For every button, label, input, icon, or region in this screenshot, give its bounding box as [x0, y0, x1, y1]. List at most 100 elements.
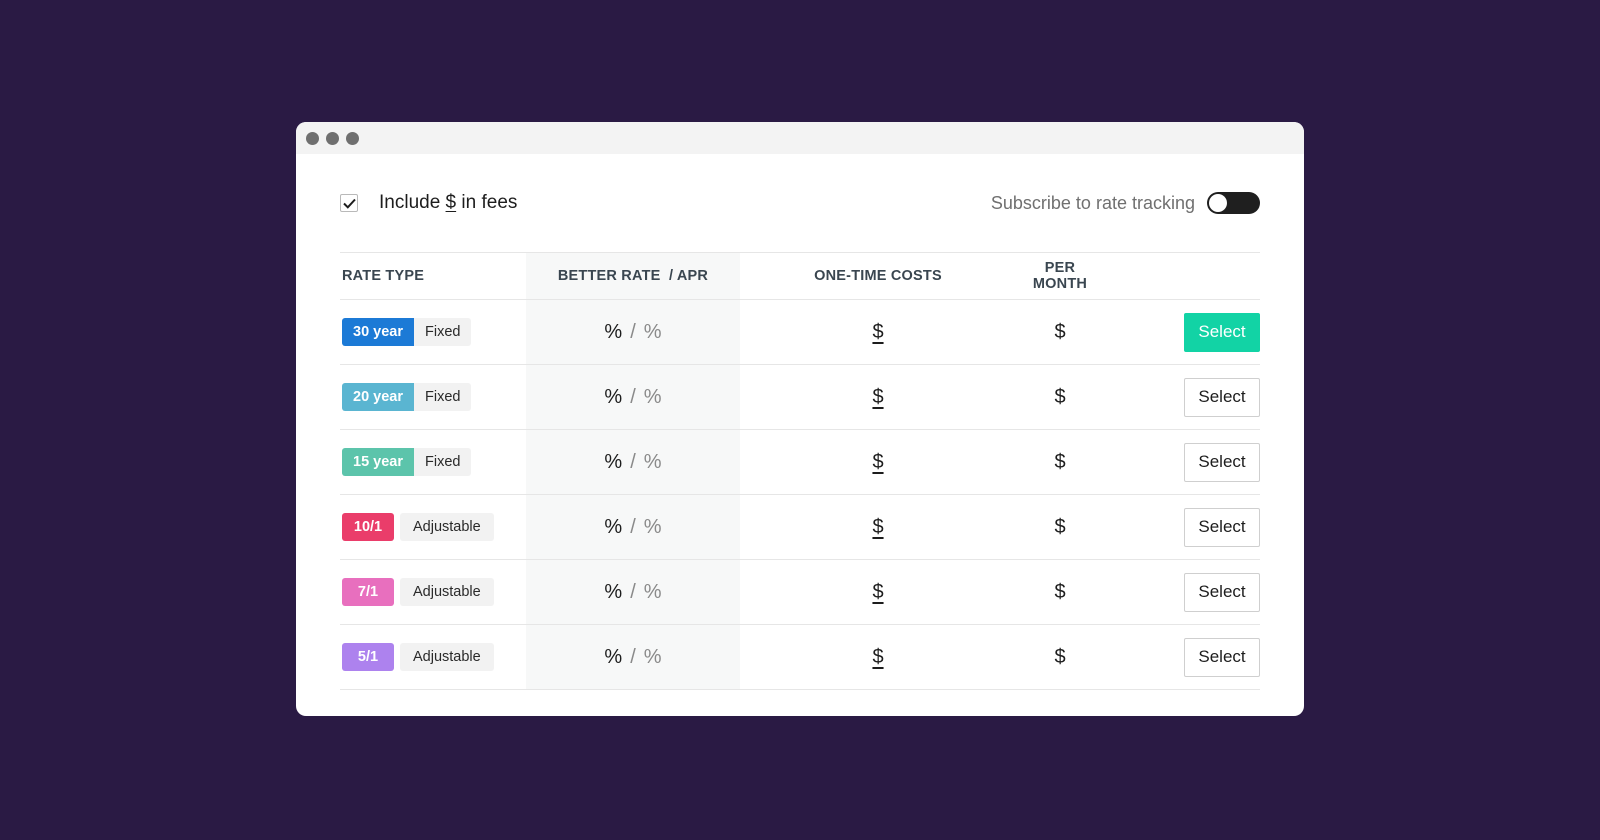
rate-apr-cell: % /% [526, 516, 740, 539]
rate-type-cell: 30 year Fixed [340, 318, 526, 346]
one-time-costs-cell: $ [740, 516, 1016, 539]
rate-kind-label: Fixed [414, 448, 472, 476]
select-button[interactable]: Select [1184, 637, 1260, 677]
rate-separator: / [630, 450, 636, 473]
one-time-costs-cell: $ [740, 321, 1016, 344]
per-month-value: $ [1054, 515, 1066, 538]
better-rate-column-highlight [526, 253, 740, 690]
select-button[interactable]: Select [1184, 377, 1260, 417]
rate-kind-label: Fixed [414, 383, 472, 411]
rate-separator: / [630, 580, 636, 603]
rate-tracking-toggle[interactable] [1207, 192, 1260, 214]
include-fees-option[interactable]: Include $ in fees [340, 192, 517, 214]
per-month-value: $ [1054, 580, 1066, 603]
rate-apr-cell: % /% [526, 451, 740, 474]
select-cell: Select [1104, 312, 1260, 352]
rate-type-cell: 7/1 Adjustable [340, 578, 526, 606]
apr-value: % [643, 385, 662, 408]
apr-value: % [643, 645, 662, 668]
better-rate-value: % [604, 385, 623, 408]
rates-panel: Include $ in fees Subscribe to rate trac… [296, 154, 1304, 690]
rate-kind-label: Adjustable [400, 513, 494, 541]
per-month-value: $ [1054, 385, 1066, 408]
rate-apr-cell: % /% [526, 321, 740, 344]
table-row: 5/1 Adjustable % /% $ $ Select [340, 625, 1260, 690]
better-rate-value: % [604, 450, 623, 473]
better-rate-value: % [604, 580, 623, 603]
table-row: 15 year Fixed % /% $ $ Select [340, 430, 1260, 495]
window-close-button[interactable] [306, 131, 319, 145]
rate-separator: / [630, 645, 636, 668]
table-row: 20 year Fixed % /% $ $ Select [340, 365, 1260, 430]
one-time-costs-cell: $ [740, 581, 1016, 604]
one-time-costs-link[interactable]: $ [872, 515, 884, 538]
fees-currency-symbol: $ [445, 192, 457, 213]
rate-tracking-label: Subscribe to rate tracking [990, 192, 1195, 213]
better-rate-value: % [604, 645, 623, 668]
table-row: 10/1 Adjustable % /% $ $ Select [340, 495, 1260, 560]
term-badge: 30 year [342, 318, 414, 346]
rates-toolbar: Include $ in fees Subscribe to rate trac… [340, 154, 1260, 253]
one-time-costs-link[interactable]: $ [872, 580, 884, 603]
table-header-row: RATE TYPE BETTER RATE / APR ONE-TIME COS… [340, 253, 1260, 300]
checkmark-icon [342, 198, 356, 209]
rate-type-cell: 20 year Fixed [340, 383, 526, 411]
rates-table: RATE TYPE BETTER RATE / APR ONE-TIME COS… [340, 253, 1260, 690]
select-cell: Select [1104, 572, 1260, 612]
better-rate-value: % [604, 515, 623, 538]
one-time-costs-cell: $ [740, 386, 1016, 409]
rate-type-cell: 15 year Fixed [340, 448, 526, 476]
header-one-time-costs: ONE-TIME COSTS [814, 268, 942, 284]
select-cell: Select [1104, 377, 1260, 417]
select-cell: Select [1104, 507, 1260, 547]
term-badge: 20 year [342, 383, 414, 411]
rate-type-cell: 10/1 Adjustable [340, 513, 526, 541]
per-month-value: $ [1054, 320, 1066, 343]
apr-value: % [643, 580, 662, 603]
select-button[interactable]: Select [1184, 507, 1260, 547]
rate-kind-label: Fixed [414, 318, 472, 346]
select-button[interactable]: Select [1184, 572, 1260, 612]
term-badge: 7/1 [342, 578, 394, 606]
one-time-costs-cell: $ [740, 451, 1016, 474]
select-cell: Select [1104, 442, 1260, 482]
header-better-rate: BETTER RATE / APR [557, 268, 709, 284]
select-button[interactable]: Select [1184, 442, 1260, 482]
include-fees-label: Include $ in fees [379, 192, 518, 213]
rate-separator: / [630, 320, 636, 343]
one-time-costs-cell: $ [740, 646, 1016, 669]
term-badge: 5/1 [342, 643, 394, 671]
one-time-costs-link[interactable]: $ [872, 385, 884, 408]
header-per-month: PER MONTH [1032, 260, 1088, 292]
table-row: 7/1 Adjustable % /% $ $ Select [340, 560, 1260, 625]
apr-value: % [643, 320, 662, 343]
per-month-value: $ [1054, 450, 1066, 473]
rate-type-cell: 5/1 Adjustable [340, 643, 526, 671]
one-time-costs-link[interactable]: $ [872, 320, 884, 343]
toggle-knob [1209, 194, 1227, 212]
rate-separator: / [630, 385, 636, 408]
select-button[interactable]: Select [1184, 312, 1260, 352]
select-cell: Select [1104, 637, 1260, 677]
apr-value: % [643, 515, 662, 538]
include-fees-checkbox[interactable] [340, 194, 358, 212]
rate-kind-label: Adjustable [400, 578, 494, 606]
window-zoom-button[interactable] [346, 131, 359, 145]
term-badge: 10/1 [342, 513, 394, 541]
window-minimize-button[interactable] [326, 131, 339, 145]
one-time-costs-link[interactable]: $ [872, 450, 884, 473]
table-row: 30 year Fixed % /% $ $ Select [340, 300, 1260, 365]
rate-separator: / [630, 515, 636, 538]
rate-tracking-option: Subscribe to rate tracking [991, 192, 1260, 214]
browser-window: Include $ in fees Subscribe to rate trac… [296, 122, 1304, 716]
better-rate-value: % [604, 320, 623, 343]
term-badge: 15 year [342, 448, 414, 476]
rate-apr-cell: % /% [526, 646, 740, 669]
window-titlebar [296, 122, 1304, 154]
one-time-costs-link[interactable]: $ [872, 645, 884, 668]
rate-apr-cell: % /% [526, 386, 740, 409]
rate-kind-label: Adjustable [400, 643, 494, 671]
rate-apr-cell: % /% [526, 581, 740, 604]
per-month-value: $ [1054, 645, 1066, 668]
apr-value: % [643, 450, 662, 473]
